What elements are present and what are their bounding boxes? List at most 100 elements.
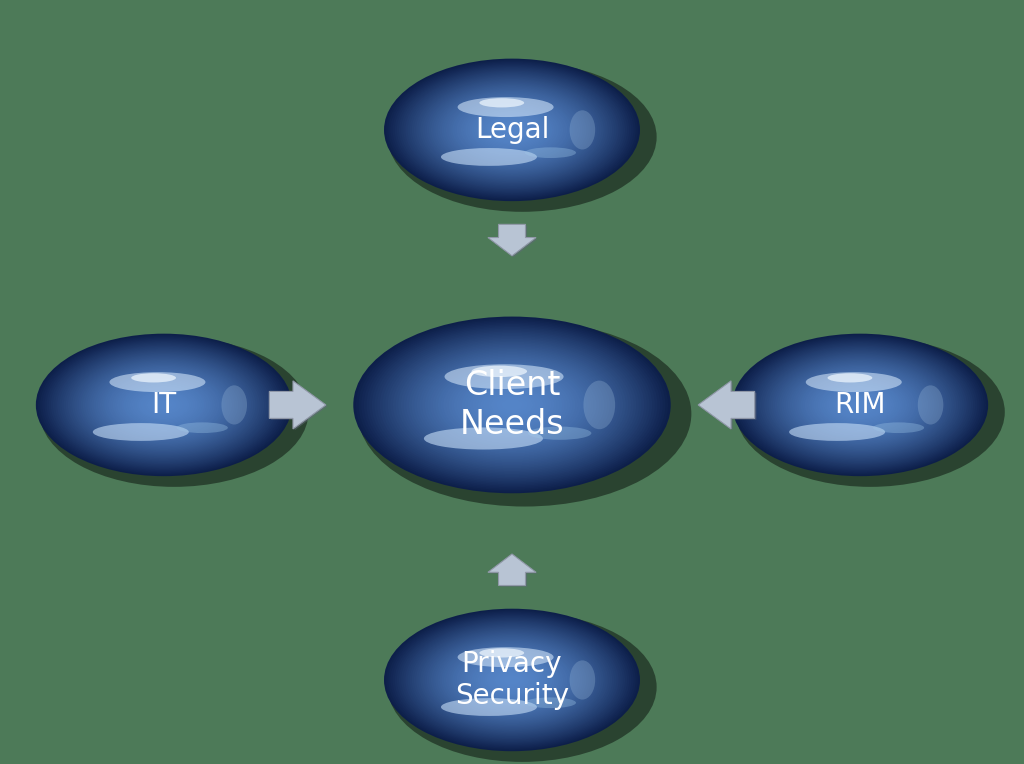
Ellipse shape [369, 325, 655, 484]
Ellipse shape [856, 403, 864, 407]
Ellipse shape [425, 631, 599, 729]
Ellipse shape [414, 625, 610, 735]
Ellipse shape [478, 111, 546, 149]
Ellipse shape [467, 105, 557, 155]
Ellipse shape [752, 345, 969, 465]
Ellipse shape [465, 104, 559, 156]
Ellipse shape [91, 364, 237, 445]
Ellipse shape [79, 358, 249, 452]
Ellipse shape [478, 661, 546, 699]
Ellipse shape [435, 362, 589, 448]
Ellipse shape [488, 392, 536, 418]
Ellipse shape [445, 643, 579, 717]
Ellipse shape [813, 379, 907, 431]
Ellipse shape [361, 321, 663, 489]
Ellipse shape [57, 345, 270, 465]
Ellipse shape [382, 333, 642, 477]
Ellipse shape [385, 334, 639, 476]
Ellipse shape [66, 350, 262, 460]
Ellipse shape [93, 366, 234, 444]
Ellipse shape [509, 403, 515, 406]
Ellipse shape [819, 382, 901, 428]
Ellipse shape [113, 377, 215, 433]
Text: Privacy
Security: Privacy Security [455, 649, 569, 711]
Ellipse shape [758, 348, 963, 462]
Ellipse shape [416, 626, 608, 733]
Ellipse shape [100, 369, 228, 441]
Ellipse shape [807, 375, 913, 435]
Ellipse shape [500, 123, 524, 137]
Ellipse shape [461, 652, 563, 708]
Ellipse shape [83, 360, 245, 450]
Ellipse shape [459, 100, 565, 160]
Ellipse shape [388, 612, 656, 762]
Ellipse shape [46, 340, 282, 470]
Ellipse shape [528, 426, 592, 440]
Ellipse shape [441, 91, 583, 169]
Ellipse shape [95, 367, 232, 443]
Ellipse shape [358, 319, 666, 490]
Ellipse shape [110, 372, 206, 392]
Ellipse shape [453, 646, 571, 714]
Ellipse shape [483, 389, 541, 421]
Ellipse shape [843, 396, 878, 414]
Ellipse shape [736, 337, 1005, 487]
Ellipse shape [451, 96, 573, 164]
Ellipse shape [459, 375, 565, 435]
Ellipse shape [443, 92, 581, 168]
Ellipse shape [463, 102, 561, 157]
Ellipse shape [461, 102, 563, 158]
Ellipse shape [835, 390, 886, 419]
Ellipse shape [410, 73, 614, 187]
Ellipse shape [472, 383, 552, 427]
Ellipse shape [740, 338, 980, 471]
Ellipse shape [414, 351, 610, 459]
Ellipse shape [412, 74, 612, 186]
Ellipse shape [87, 362, 241, 448]
Ellipse shape [569, 660, 595, 700]
Ellipse shape [407, 346, 617, 464]
Ellipse shape [451, 646, 573, 714]
Ellipse shape [524, 698, 575, 708]
Ellipse shape [439, 89, 585, 170]
Ellipse shape [131, 373, 176, 383]
Ellipse shape [162, 403, 166, 406]
Ellipse shape [756, 347, 965, 463]
Ellipse shape [177, 422, 227, 433]
Ellipse shape [806, 372, 902, 392]
Ellipse shape [470, 381, 554, 429]
Polygon shape [489, 225, 538, 257]
Ellipse shape [872, 422, 924, 433]
Polygon shape [489, 555, 538, 587]
Ellipse shape [441, 698, 537, 716]
Ellipse shape [502, 124, 522, 136]
Ellipse shape [506, 676, 518, 684]
Ellipse shape [109, 374, 219, 435]
Ellipse shape [457, 649, 567, 711]
Ellipse shape [115, 377, 213, 432]
Ellipse shape [790, 366, 931, 444]
Ellipse shape [502, 399, 522, 411]
Ellipse shape [815, 380, 905, 430]
Ellipse shape [854, 401, 866, 409]
Ellipse shape [482, 663, 542, 697]
Polygon shape [698, 381, 755, 429]
Ellipse shape [418, 78, 606, 182]
Ellipse shape [40, 336, 288, 474]
Ellipse shape [431, 85, 593, 175]
Ellipse shape [61, 348, 266, 462]
Ellipse shape [801, 371, 920, 439]
Ellipse shape [837, 392, 884, 418]
Ellipse shape [781, 361, 939, 449]
Ellipse shape [138, 390, 189, 419]
Ellipse shape [403, 345, 621, 465]
Ellipse shape [827, 373, 872, 383]
Ellipse shape [437, 89, 587, 171]
Ellipse shape [805, 374, 915, 435]
Ellipse shape [803, 373, 918, 437]
Ellipse shape [821, 384, 899, 426]
Ellipse shape [393, 338, 631, 471]
Ellipse shape [490, 118, 534, 142]
Ellipse shape [409, 348, 615, 462]
Ellipse shape [750, 343, 971, 467]
